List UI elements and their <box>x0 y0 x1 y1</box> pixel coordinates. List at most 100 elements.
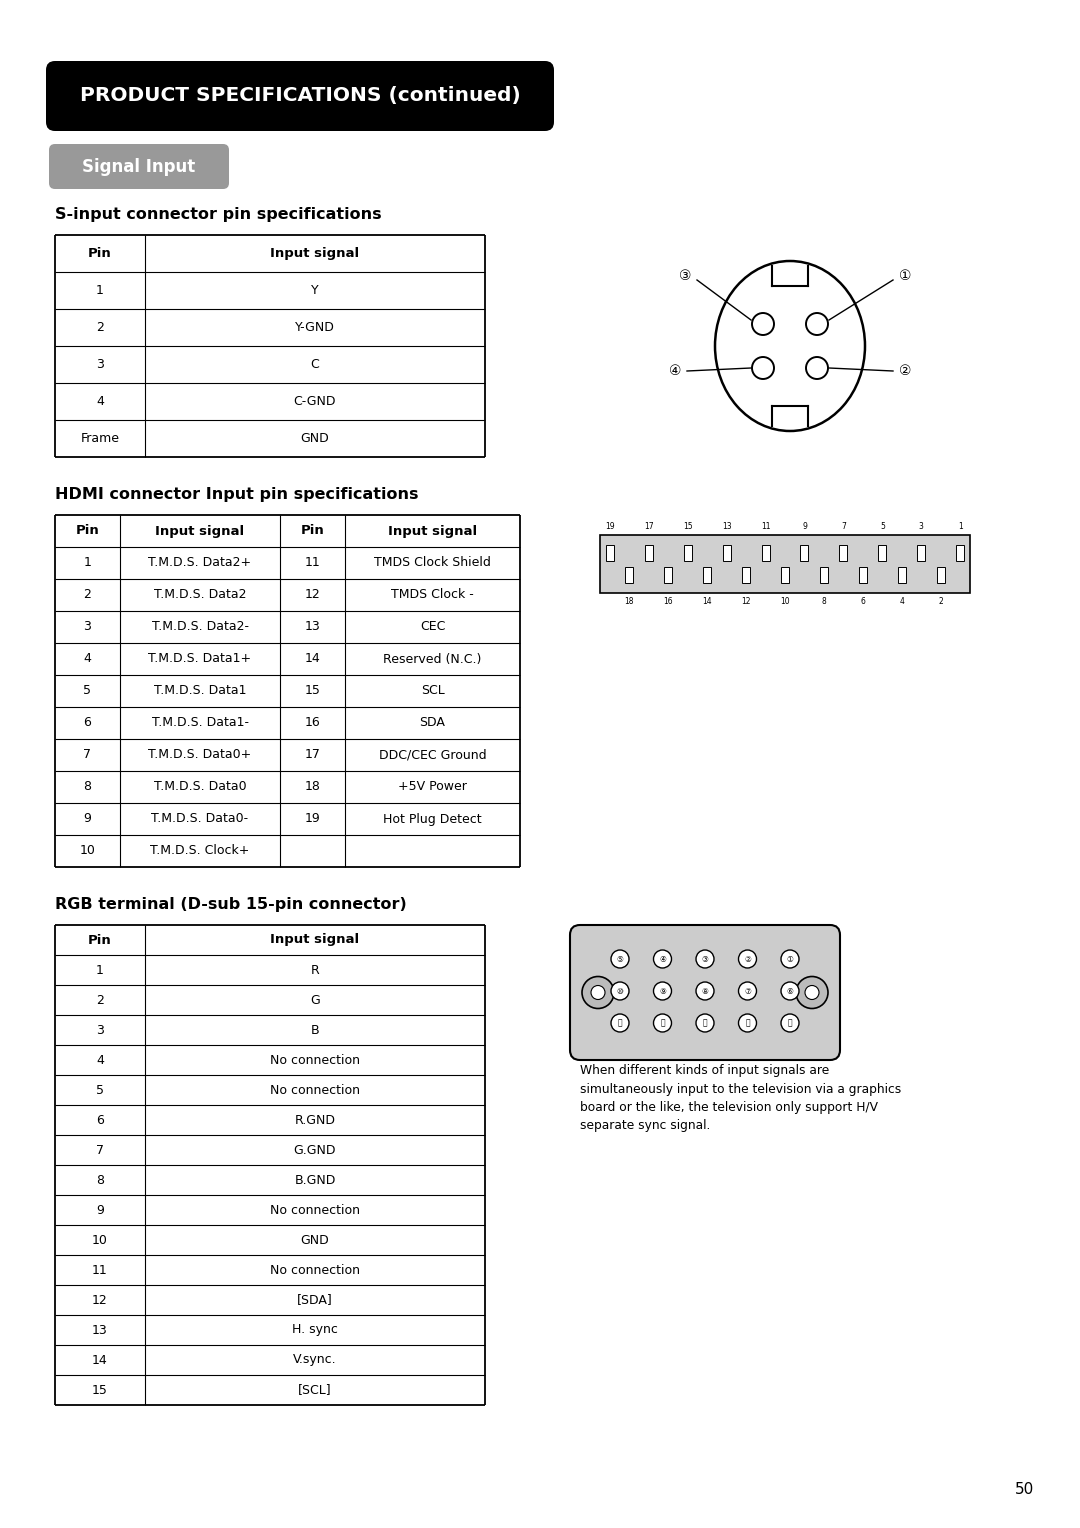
Text: Reserved (N.C.): Reserved (N.C.) <box>383 652 482 666</box>
Text: 8: 8 <box>83 781 92 793</box>
Circle shape <box>739 950 756 969</box>
Text: No connection: No connection <box>270 1204 360 1216</box>
Bar <box>781 567 789 584</box>
Circle shape <box>739 983 756 999</box>
Bar <box>664 567 672 584</box>
Bar <box>800 545 809 561</box>
Text: 17: 17 <box>644 523 653 532</box>
Text: T.M.D.S. Data1+: T.M.D.S. Data1+ <box>148 652 252 666</box>
Text: 11: 11 <box>760 523 770 532</box>
Text: 4: 4 <box>83 652 92 666</box>
Text: 4: 4 <box>900 597 904 607</box>
Text: 9: 9 <box>83 813 92 825</box>
Text: 3: 3 <box>96 1024 104 1036</box>
Circle shape <box>752 313 774 335</box>
Bar <box>878 545 887 561</box>
Text: 1: 1 <box>958 523 962 532</box>
Circle shape <box>781 1015 799 1031</box>
Circle shape <box>653 1015 672 1031</box>
Text: ⑦: ⑦ <box>744 987 751 996</box>
Text: T.M.D.S. Data2: T.M.D.S. Data2 <box>153 588 246 602</box>
Text: ⑩: ⑩ <box>617 987 623 996</box>
Text: 7: 7 <box>96 1143 104 1157</box>
FancyBboxPatch shape <box>570 924 840 1060</box>
Text: C: C <box>311 358 320 371</box>
Text: Frame: Frame <box>81 432 120 445</box>
Text: T.M.D.S. Clock+: T.M.D.S. Clock+ <box>150 845 249 857</box>
Text: 19: 19 <box>305 813 321 825</box>
Text: T.M.D.S. Data0: T.M.D.S. Data0 <box>153 781 246 793</box>
FancyBboxPatch shape <box>46 61 554 131</box>
Bar <box>703 567 711 584</box>
Circle shape <box>611 983 629 999</box>
Text: Input signal: Input signal <box>270 248 360 260</box>
Text: ⑮: ⑮ <box>618 1019 622 1027</box>
Circle shape <box>696 983 714 999</box>
Text: 13: 13 <box>305 620 321 634</box>
Text: S-input connector pin specifications: S-input connector pin specifications <box>55 206 381 222</box>
Text: No connection: No connection <box>270 1264 360 1276</box>
Text: SCL: SCL <box>420 685 444 697</box>
Text: [SCL]: [SCL] <box>298 1383 332 1397</box>
Text: Y: Y <box>311 284 319 296</box>
Text: 11: 11 <box>92 1264 108 1276</box>
Text: ⑤: ⑤ <box>617 955 623 964</box>
Text: Y-GND: Y-GND <box>295 321 335 335</box>
Circle shape <box>582 976 615 1008</box>
Text: GND: GND <box>300 1233 329 1247</box>
Text: 1: 1 <box>96 964 104 976</box>
Text: 15: 15 <box>92 1383 108 1397</box>
Text: 10: 10 <box>80 845 95 857</box>
Text: ①: ① <box>899 269 912 283</box>
Text: ①: ① <box>786 955 794 964</box>
Text: 5: 5 <box>96 1083 104 1097</box>
Circle shape <box>696 950 714 969</box>
Text: ②: ② <box>899 364 912 377</box>
Circle shape <box>653 950 672 969</box>
Text: [SDA]: [SDA] <box>297 1294 333 1306</box>
Bar <box>723 545 730 561</box>
Text: PRODUCT SPECIFICATIONS (continued): PRODUCT SPECIFICATIONS (continued) <box>80 87 521 105</box>
Bar <box>645 545 652 561</box>
Text: No connection: No connection <box>270 1083 360 1097</box>
Text: 5: 5 <box>83 685 92 697</box>
Text: H. sync: H. sync <box>292 1323 338 1337</box>
Text: 12: 12 <box>741 597 751 607</box>
Text: T.M.D.S. Data0+: T.M.D.S. Data0+ <box>148 749 252 761</box>
Text: 7: 7 <box>841 523 846 532</box>
Text: 19: 19 <box>605 523 615 532</box>
Text: 8: 8 <box>822 597 826 607</box>
Text: 2: 2 <box>939 597 943 607</box>
Circle shape <box>752 358 774 379</box>
Bar <box>606 545 613 561</box>
Text: 15: 15 <box>683 523 692 532</box>
Bar <box>771 406 809 426</box>
Text: 4: 4 <box>96 396 104 408</box>
Bar <box>956 545 964 561</box>
Text: Input signal: Input signal <box>156 524 244 538</box>
Text: T.M.D.S. Data1: T.M.D.S. Data1 <box>153 685 246 697</box>
Text: When different kinds of input signals are
simultaneously input to the television: When different kinds of input signals ar… <box>580 1063 901 1132</box>
Text: ⑬: ⑬ <box>703 1019 707 1027</box>
Text: G: G <box>310 993 320 1007</box>
Text: 7: 7 <box>83 749 92 761</box>
Circle shape <box>653 983 672 999</box>
Text: 1: 1 <box>96 284 104 296</box>
Bar <box>820 567 828 584</box>
Text: ②: ② <box>744 955 751 964</box>
Circle shape <box>796 976 828 1008</box>
Text: 50: 50 <box>1015 1482 1035 1497</box>
Text: 14: 14 <box>305 652 321 666</box>
Text: 11: 11 <box>305 556 321 570</box>
Bar <box>772 266 808 286</box>
Text: 14: 14 <box>92 1354 108 1366</box>
Text: ⑭: ⑭ <box>660 1019 665 1027</box>
Text: V.sync.: V.sync. <box>293 1354 337 1366</box>
Text: 12: 12 <box>305 588 321 602</box>
Text: ⑨: ⑨ <box>659 987 666 996</box>
Text: ④: ④ <box>659 955 666 964</box>
Text: 8: 8 <box>96 1174 104 1187</box>
Text: ⑧: ⑧ <box>702 987 708 996</box>
Text: Input signal: Input signal <box>388 524 477 538</box>
Text: Pin: Pin <box>300 524 324 538</box>
